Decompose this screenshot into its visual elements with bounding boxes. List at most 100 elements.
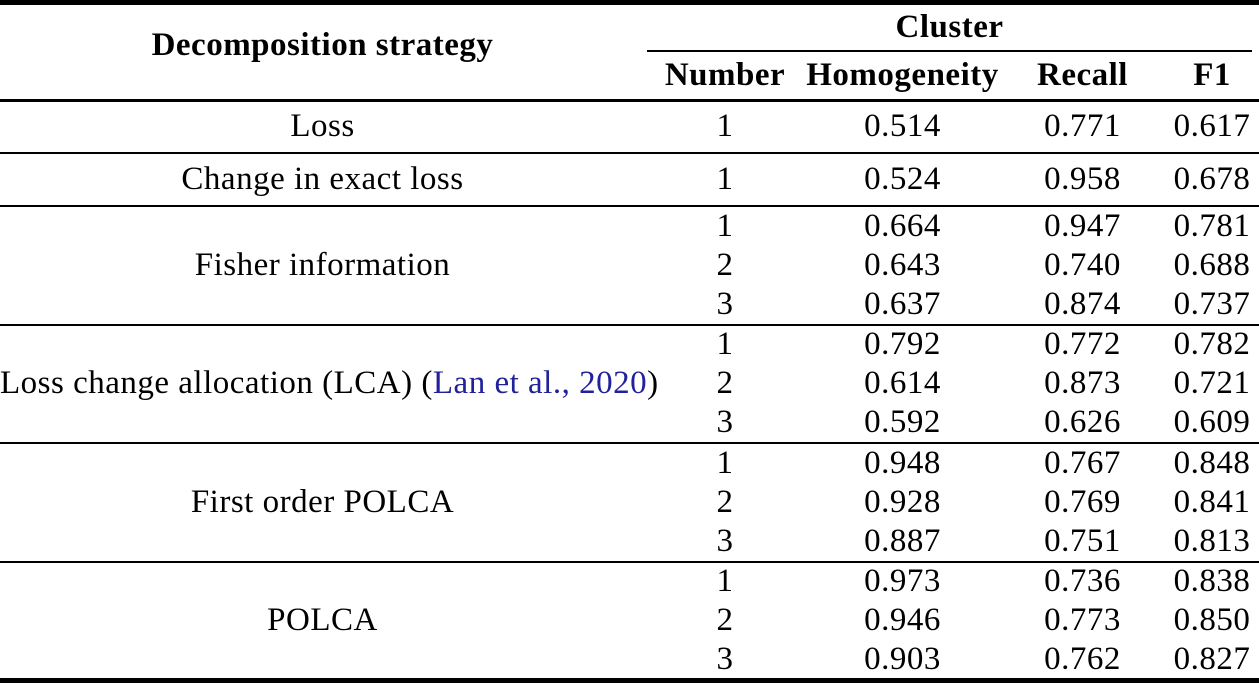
homogeneity-cell: 0.792 — [864, 326, 941, 363]
col-header-decomposition-strategy: Decomposition strategy — [151, 27, 494, 64]
strategy-label: First order POLCA — [190, 483, 455, 520]
results-table: Decomposition strategy Cluster Number Hom… — [0, 0, 1259, 683]
col-header-number: Number — [664, 56, 786, 93]
f1-cell: 0.781 — [1173, 207, 1251, 244]
col-group-header-cluster: Cluster — [645, 3, 1259, 52]
table-row: 3 0.903 0.762 0.827 — [0, 641, 1259, 681]
cluster-number-cell: 1 — [716, 108, 734, 145]
recall-cell: 0.762 — [1044, 640, 1121, 677]
strategy-cell: Fisher information — [0, 206, 645, 325]
f1-cell: 0.688 — [1173, 246, 1251, 283]
strategy-label: POLCA — [267, 601, 378, 638]
citation-link[interactable]: Lan et al., 2020 — [432, 365, 648, 402]
homogeneity-cell: 0.928 — [864, 483, 941, 520]
cluster-number-cell: 2 — [716, 246, 734, 283]
header-row-group: Decomposition strategy Cluster — [0, 3, 1259, 63]
section-loss: Loss 1 0.514 0.771 0.617 — [0, 100, 1259, 153]
recall-cell: 0.740 — [1044, 246, 1121, 283]
strategy-cell: Loss change allocation (LCA) (Lan et al.… — [0, 365, 659, 402]
homogeneity-cell: 0.946 — [864, 602, 941, 639]
homogeneity-cell: 0.903 — [864, 640, 941, 677]
homogeneity-cell: 0.973 — [864, 563, 941, 600]
col-header-f1: F1 — [1193, 56, 1231, 93]
recall-cell: 0.874 — [1044, 285, 1121, 322]
cluster-number-cell: 1 — [716, 563, 734, 600]
recall-cell: 0.751 — [1044, 522, 1121, 559]
recall-cell: 0.947 — [1044, 207, 1121, 244]
homogeneity-cell: 0.592 — [864, 404, 941, 441]
cluster-number-cell: 2 — [716, 483, 734, 520]
table-row: POLCA 1 0.973 0.736 0.838 — [0, 562, 1259, 637]
col-header-recall: Recall — [1037, 56, 1128, 93]
table-row: 3 0.637 0.874 0.737 — [0, 285, 1259, 325]
table-row: 3 0.592 0.626 0.609 — [0, 404, 1259, 444]
f1-cell: 0.841 — [1173, 483, 1251, 520]
strategy-label: Change in exact loss — [181, 161, 464, 197]
f1-cell: 0.609 — [1173, 404, 1251, 441]
f1-cell: 0.848 — [1173, 444, 1251, 481]
table-row: 2 0.946 0.773 0.850 — [0, 601, 1259, 641]
recall-cell: 0.767 — [1044, 444, 1121, 481]
f1-cell: 0.813 — [1173, 522, 1251, 559]
recall-cell: 0.769 — [1044, 483, 1121, 520]
section-fisher-information: Fisher information 1 0.664 0.947 0.781 2 0.643… — [0, 206, 1259, 325]
homogeneity-cell: 0.664 — [864, 207, 941, 244]
f1-cell: 0.782 — [1173, 326, 1251, 363]
recall-cell: 0.773 — [1044, 602, 1121, 639]
col-header-homogeneity: Homogeneity — [806, 56, 999, 93]
recall-cell: 0.736 — [1044, 563, 1121, 600]
homogeneity-cell: 0.637 — [864, 285, 941, 322]
cluster-number-cell: 3 — [716, 404, 734, 441]
homogeneity-cell: 0.524 — [864, 161, 941, 197]
cluster-number-cell: 3 — [716, 522, 734, 559]
cluster-number-cell: 1 — [716, 444, 734, 481]
homogeneity-cell: 0.614 — [864, 365, 941, 402]
homogeneity-cell: 0.887 — [864, 522, 941, 559]
table-row: Loss change allocation (LCA) (Lan et al.… — [0, 325, 1259, 401]
strategy-cell: Change in exact loss — [0, 153, 645, 206]
table-row: 3 0.887 0.751 0.813 — [0, 522, 1259, 562]
table-row: 2 0.614 0.873 0.721 — [0, 364, 1259, 404]
section-polca: POLCA 1 0.973 0.736 0.838 2 0.946 0.773 0.850 3 0.… — [0, 562, 1259, 681]
table-row: 2 0.928 0.769 0.841 — [0, 483, 1259, 523]
f1-cell: 0.678 — [1173, 161, 1251, 197]
table-row: 2 0.643 0.740 0.688 — [0, 246, 1259, 286]
section-first-order-polca: First order POLCA 1 0.948 0.767 0.848 2 0.928 0… — [0, 443, 1259, 562]
table-row: Fisher information 1 0.664 0.947 0.781 — [0, 206, 1259, 283]
cluster-group-label: Cluster — [647, 5, 1253, 52]
f1-cell: 0.617 — [1173, 108, 1251, 145]
recall-cell: 0.626 — [1044, 404, 1121, 441]
cluster-number-cell: 1 — [716, 207, 734, 244]
f1-cell: 0.737 — [1173, 285, 1251, 322]
f1-cell: 0.827 — [1173, 640, 1251, 677]
strategy-label: Loss — [290, 108, 355, 145]
homogeneity-cell: 0.514 — [864, 108, 941, 145]
table-row: Loss 1 0.514 0.771 0.617 — [0, 100, 1259, 153]
f1-cell: 0.721 — [1173, 365, 1251, 402]
f1-cell: 0.850 — [1173, 602, 1251, 639]
recall-cell: 0.958 — [1044, 161, 1121, 197]
recall-cell: 0.772 — [1044, 326, 1121, 363]
cluster-number-cell: 3 — [716, 640, 734, 677]
homogeneity-cell: 0.948 — [864, 444, 941, 481]
table-row: Change in exact loss 1 0.524 0.958 0.678 — [0, 153, 1259, 206]
cluster-number-cell: 2 — [716, 365, 734, 402]
strategy-cell: Loss — [0, 100, 645, 153]
strategy-cell: First order POLCA — [0, 443, 645, 562]
cluster-number-cell: 2 — [716, 602, 734, 639]
section-loss-change-allocation-lca-: Loss change allocation (LCA) (Lan et al.… — [0, 325, 1259, 444]
homogeneity-cell: 0.643 — [864, 246, 941, 283]
table-header: Decomposition strategy Cluster Number Hom… — [0, 3, 1259, 100]
recall-cell: 0.771 — [1044, 108, 1121, 145]
f1-cell: 0.838 — [1173, 563, 1251, 600]
cluster-number-cell: 1 — [716, 161, 734, 197]
section-change-in-exact-loss: Change in exact loss 1 0.524 0.958 0.678 — [0, 153, 1259, 206]
table-row: First order POLCA 1 0.948 0.767 0.848 — [0, 443, 1259, 520]
strategy-cell: POLCA — [0, 562, 645, 681]
strategy-label: Loss change allocation (LCA) — [0, 365, 413, 402]
cluster-number-cell: 3 — [716, 285, 734, 322]
recall-cell: 0.873 — [1044, 365, 1121, 402]
cluster-number-cell: 1 — [716, 326, 734, 363]
header-row-subcols: Number Homogeneity Recall F1 — [0, 52, 1259, 100]
strategy-label: Fisher information — [194, 246, 451, 283]
